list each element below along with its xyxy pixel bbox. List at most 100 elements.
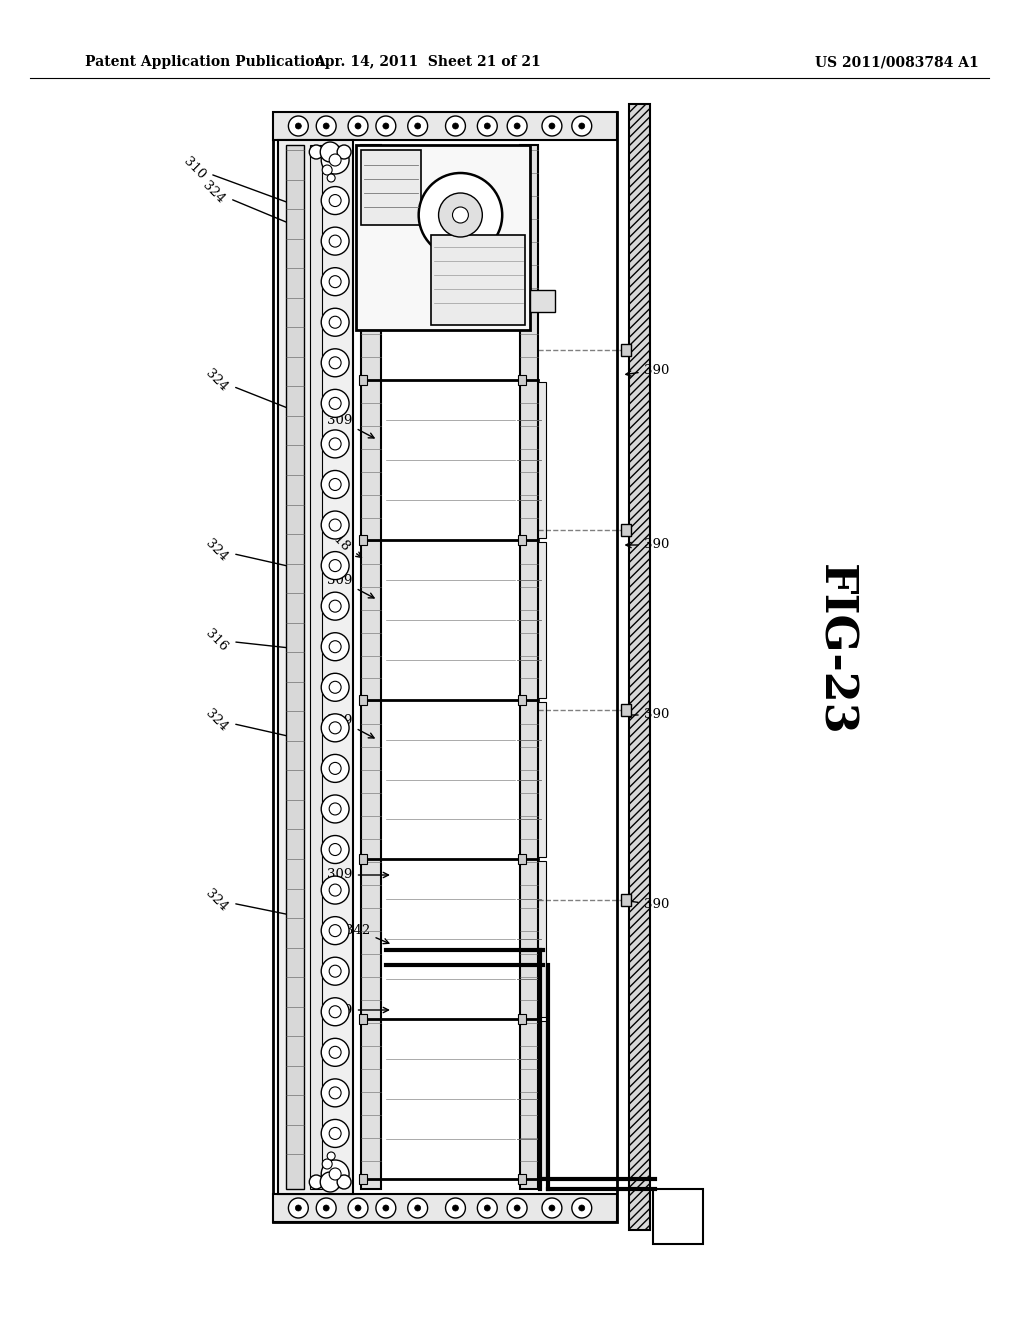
Circle shape: [322, 632, 349, 661]
Circle shape: [322, 1160, 349, 1188]
Circle shape: [438, 193, 482, 238]
Circle shape: [309, 145, 324, 158]
Circle shape: [579, 123, 585, 129]
Circle shape: [415, 123, 421, 129]
Circle shape: [445, 1199, 466, 1218]
Bar: [356, 145, 530, 330]
Bar: [359, 535, 367, 545]
Circle shape: [383, 1205, 389, 1210]
Text: 310: 310: [180, 154, 304, 209]
Circle shape: [322, 309, 349, 337]
Text: 390: 390: [626, 539, 669, 552]
Circle shape: [329, 803, 341, 814]
Circle shape: [514, 1205, 520, 1210]
Circle shape: [329, 154, 341, 166]
Circle shape: [321, 143, 340, 162]
Text: 318: 318: [325, 527, 361, 557]
Circle shape: [415, 1205, 421, 1210]
Circle shape: [322, 552, 349, 579]
Text: 342: 342: [345, 924, 389, 944]
Bar: [359, 1173, 367, 1184]
Circle shape: [571, 1199, 592, 1218]
Circle shape: [329, 1168, 341, 1180]
Circle shape: [328, 174, 335, 182]
Circle shape: [329, 478, 341, 491]
Text: 320: 320: [463, 236, 501, 326]
Bar: [518, 375, 526, 385]
Circle shape: [329, 519, 341, 531]
Circle shape: [514, 123, 520, 129]
Circle shape: [408, 1199, 428, 1218]
Circle shape: [329, 681, 341, 693]
Bar: [621, 345, 631, 356]
Circle shape: [329, 884, 341, 896]
Circle shape: [322, 836, 349, 863]
Text: 324: 324: [204, 887, 301, 919]
Circle shape: [376, 1199, 396, 1218]
Circle shape: [329, 965, 341, 977]
Circle shape: [348, 1199, 368, 1218]
Circle shape: [289, 1199, 308, 1218]
Circle shape: [324, 123, 329, 129]
Circle shape: [316, 1199, 336, 1218]
Circle shape: [329, 722, 341, 734]
Bar: [361, 145, 381, 1189]
Circle shape: [321, 1172, 340, 1192]
Bar: [621, 894, 631, 906]
Circle shape: [453, 1205, 459, 1210]
Bar: [538, 702, 546, 858]
Circle shape: [322, 795, 349, 822]
Circle shape: [329, 194, 341, 206]
Bar: [538, 541, 546, 697]
Circle shape: [322, 673, 349, 701]
Text: 309: 309: [328, 413, 374, 438]
Circle shape: [329, 1127, 341, 1139]
Bar: [621, 704, 631, 715]
Circle shape: [322, 470, 349, 499]
Circle shape: [322, 593, 349, 620]
Circle shape: [579, 1205, 585, 1210]
Circle shape: [322, 186, 349, 215]
Circle shape: [376, 116, 396, 136]
Circle shape: [419, 173, 502, 257]
Text: Patent Application Publication: Patent Application Publication: [85, 55, 325, 69]
Circle shape: [337, 1175, 351, 1189]
Text: US 2011/0083784 A1: US 2011/0083784 A1: [815, 55, 979, 69]
Circle shape: [322, 268, 349, 296]
Circle shape: [571, 116, 592, 136]
Bar: [359, 375, 367, 385]
Circle shape: [329, 438, 341, 450]
Circle shape: [445, 116, 466, 136]
Bar: [287, 145, 304, 1189]
Circle shape: [322, 1119, 349, 1147]
Bar: [538, 1022, 546, 1177]
Circle shape: [329, 276, 341, 288]
Circle shape: [295, 123, 301, 129]
Bar: [359, 854, 367, 865]
Text: 390: 390: [626, 363, 669, 376]
Circle shape: [329, 601, 341, 612]
Circle shape: [322, 957, 349, 985]
Circle shape: [355, 123, 361, 129]
Circle shape: [322, 348, 349, 376]
Circle shape: [322, 714, 349, 742]
Circle shape: [542, 1199, 562, 1218]
Text: 324: 324: [204, 536, 301, 570]
Circle shape: [295, 1205, 301, 1210]
Circle shape: [323, 1159, 332, 1170]
Text: 390: 390: [626, 899, 669, 912]
Circle shape: [383, 123, 389, 129]
Circle shape: [484, 1205, 490, 1210]
Bar: [621, 524, 631, 536]
Text: 309: 309: [328, 573, 374, 598]
Circle shape: [329, 924, 341, 937]
Text: Apr. 14, 2011  Sheet 21 of 21: Apr. 14, 2011 Sheet 21 of 21: [314, 55, 541, 69]
Text: 324: 324: [201, 178, 301, 228]
Circle shape: [549, 1205, 555, 1210]
Circle shape: [322, 1078, 349, 1107]
Circle shape: [322, 998, 349, 1026]
Bar: [518, 854, 526, 865]
Text: 316: 316: [203, 627, 304, 653]
Bar: [518, 1014, 526, 1024]
Text: 309: 309: [328, 714, 374, 738]
